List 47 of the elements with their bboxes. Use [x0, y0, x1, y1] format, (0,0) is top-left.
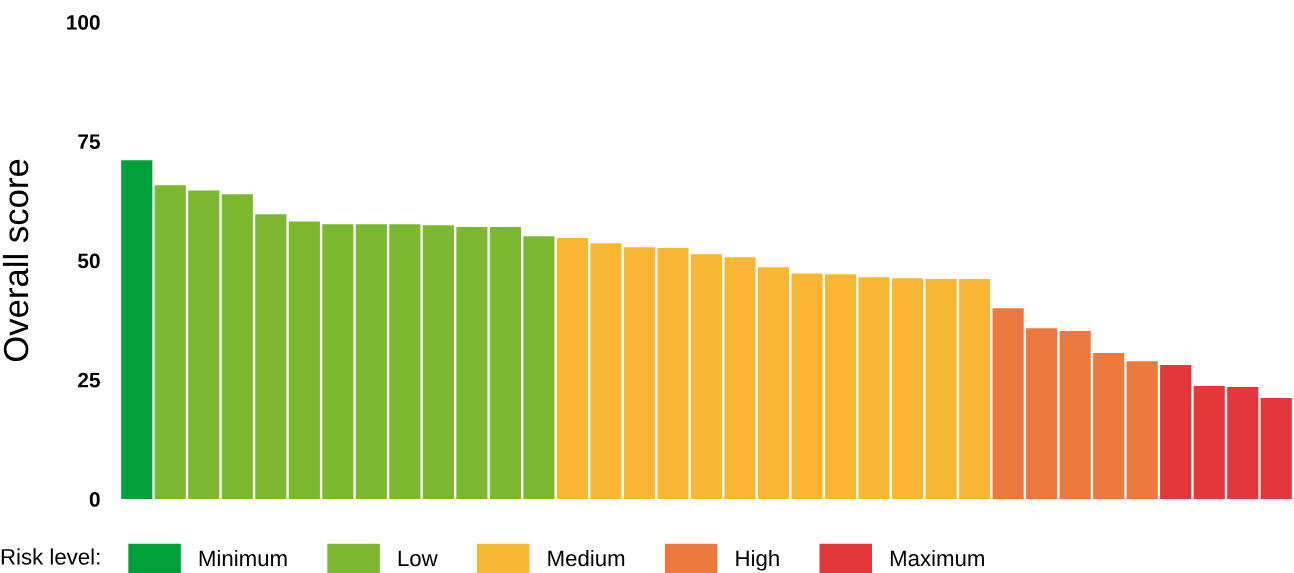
- bar: [121, 160, 153, 499]
- bar: [255, 214, 287, 499]
- bar: [355, 224, 387, 499]
- bar: [623, 247, 656, 499]
- bar: [925, 279, 957, 499]
- bar: [556, 238, 589, 499]
- bar: [724, 257, 756, 499]
- bar: [1227, 386, 1259, 499]
- bar: [288, 221, 320, 499]
- legend-label: Low: [398, 550, 438, 567]
- bar: [1026, 328, 1058, 499]
- legend-label: Maximum: [890, 549, 984, 567]
- bar: [590, 243, 622, 499]
- legend-label: Minimum: [199, 549, 287, 567]
- bar: [791, 273, 823, 499]
- y-tick-label: 25: [78, 372, 100, 388]
- bar: [690, 254, 723, 499]
- bar: [1126, 361, 1158, 499]
- bar: [489, 227, 521, 499]
- legend-label: Medium: [548, 549, 625, 567]
- bar: [657, 248, 689, 499]
- bar: [422, 225, 454, 499]
- bar: [1193, 385, 1225, 499]
- bar: [1260, 397, 1292, 499]
- bar: [1059, 331, 1091, 499]
- bar: [322, 224, 354, 499]
- bar: [154, 185, 186, 499]
- y-tick-label: 0: [89, 492, 100, 507]
- y-axis-title: Overall score: [2, 159, 29, 362]
- bar: [992, 308, 1024, 499]
- bar: [456, 227, 488, 499]
- bar: [389, 224, 421, 499]
- bar: [221, 194, 253, 499]
- bar: [892, 278, 924, 499]
- bar: [1093, 353, 1125, 499]
- bar: [858, 277, 890, 499]
- y-tick-label: 100: [67, 15, 100, 30]
- bar: [824, 274, 857, 499]
- bar: [1160, 364, 1192, 499]
- y-tick-label: 75: [78, 134, 100, 149]
- bar: [959, 279, 991, 499]
- bar: [188, 190, 220, 499]
- legend-label: High: [736, 549, 779, 571]
- bar: [523, 236, 555, 499]
- legend-title: Risk level:: [1, 548, 100, 565]
- y-tick-label: 50: [78, 253, 100, 269]
- bar: [757, 267, 790, 499]
